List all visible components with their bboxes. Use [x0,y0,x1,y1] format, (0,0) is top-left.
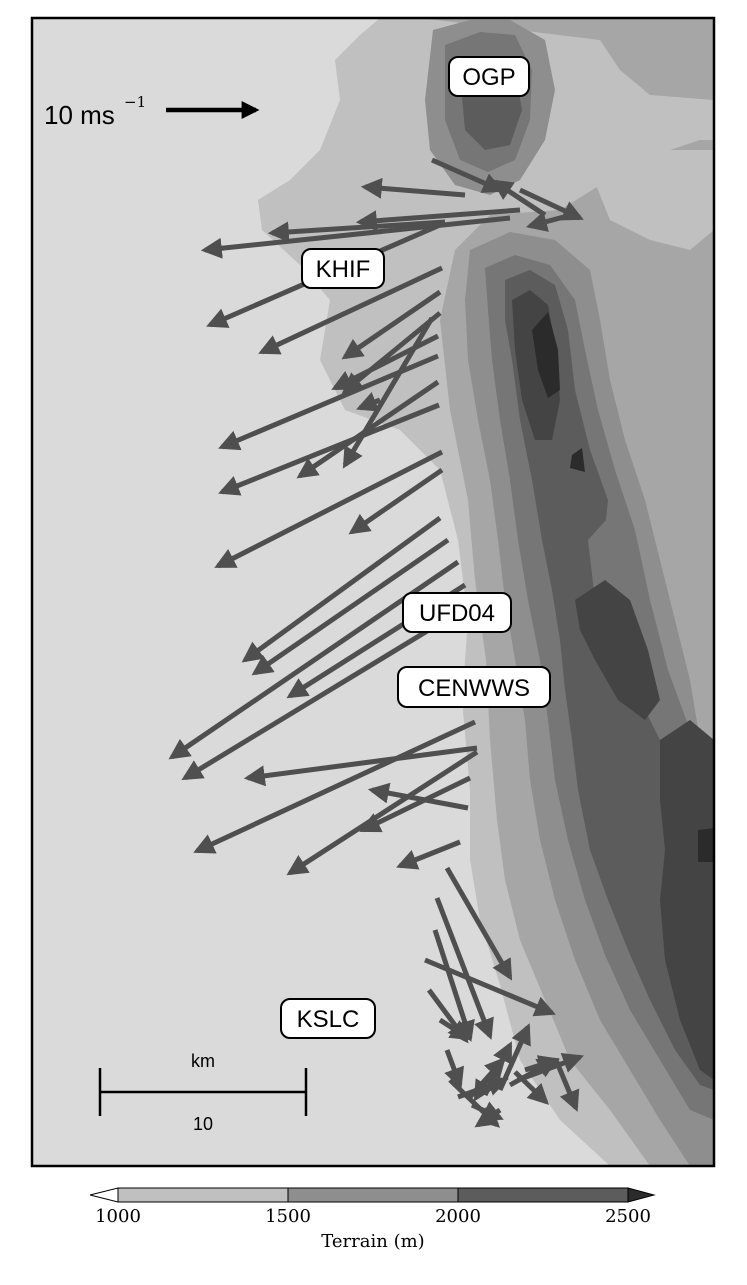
wind-vector [525,211,576,232]
wind-vector [474,1106,502,1128]
svg-text:KHIF: KHIF [316,256,371,283]
wind-vector [218,402,440,496]
wind-vector [524,1055,560,1076]
wind-vector [356,392,381,412]
terrain-band-6 [512,290,714,1080]
svg-text:OGP: OGP [462,64,515,91]
station-ufd04: UFD04 [402,592,512,633]
station-khif: KHIF [301,248,385,289]
scale-bar-length: 10 [193,1114,213,1134]
wind-vector [331,333,440,391]
wind-vector [553,1059,580,1112]
reference-vector-label: 10 ms [44,100,115,130]
colorbar-tick-1500: 1500 [265,1206,311,1227]
wind-vector [286,749,479,876]
wind-vector [430,157,504,193]
wind-vector [258,265,444,355]
wind-vector [193,719,477,854]
colorbar-tick-1000: 1000 [95,1206,141,1227]
wind-vector [181,602,472,781]
terrain-band-7 [532,312,714,862]
wind-vector [342,316,435,469]
map-frame [30,16,716,1168]
wind-vector [396,839,461,870]
reference-vector: 10 ms −1 [44,93,260,130]
wind-vector [473,1076,494,1102]
colorbar-tick-2500: 2500 [605,1206,651,1227]
wind-vector [341,311,442,394]
wind-vector [438,1017,472,1041]
reference-vector-exponent: −1 [124,93,146,111]
colorbar: 1000 1500 2000 2500 Terrain (m) [89,1187,656,1252]
wind-vector [243,745,478,787]
wind-vector [355,207,521,232]
wind-vector [360,177,466,199]
wind-vector [434,897,494,1040]
wind-vector [251,537,450,676]
wind-vector [444,1049,464,1089]
station-cenwws: CENWWS [397,666,551,708]
wind-vector [424,957,556,1017]
wind-vector [200,215,511,259]
wind-vector [432,929,475,1042]
wind-vector [497,1023,531,1092]
scale-bar-unit: km [191,1051,215,1071]
wind-vector [367,782,469,811]
station-ogp: OGP [448,56,530,97]
wind-vector [241,515,442,663]
colorbar-label: Terrain (m) [321,1231,424,1252]
colorbar-tick-2000: 2000 [435,1206,481,1227]
wind-vector [267,219,446,243]
station-labels: OGP KHIF UFD04 CENWWS KSLC [280,56,551,1039]
wind-vector [359,775,472,833]
svg-text:KSLC: KSLC [297,1006,360,1033]
colorbar-segment-2 [288,1188,458,1202]
wind-vectors [168,157,584,1128]
wind-vector [348,467,444,535]
colorbar-over-triangle [627,1187,656,1203]
colorbar-under-triangle [89,1187,119,1203]
svg-text:UFD04: UFD04 [419,600,495,627]
wind-vector [214,449,444,569]
colorbar-segment-3 [458,1188,628,1202]
station-kslc: KSLC [280,998,376,1039]
wind-vector [341,289,442,360]
scale-bar: km 10 [98,1051,308,1134]
wind-vector [513,1070,550,1105]
svg-text:CENWWS: CENWWS [418,675,530,702]
wind-vector [444,866,513,981]
wind-vector [491,179,547,218]
colorbar-segment-1 [118,1188,288,1202]
